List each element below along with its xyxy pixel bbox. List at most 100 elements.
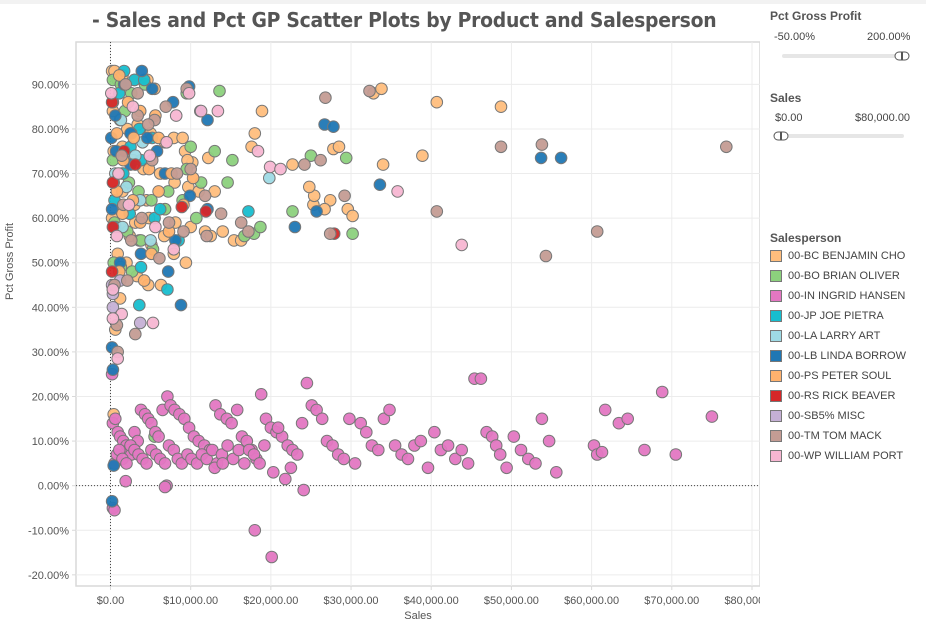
data-point[interactable] bbox=[105, 495, 119, 508]
data-point[interactable] bbox=[115, 149, 128, 162]
data-point[interactable] bbox=[534, 151, 548, 165]
sales-slider-track[interactable] bbox=[782, 134, 904, 138]
data-point[interactable] bbox=[274, 162, 287, 176]
data-point[interactable] bbox=[391, 185, 404, 198]
data-point[interactable] bbox=[221, 176, 234, 189]
data-point[interactable] bbox=[337, 452, 351, 466]
data-point[interactable] bbox=[201, 113, 214, 127]
data-point[interactable] bbox=[288, 220, 302, 234]
data-point[interactable] bbox=[106, 176, 120, 189]
data-point[interactable] bbox=[225, 416, 238, 430]
data-point[interactable] bbox=[323, 194, 337, 207]
data-point[interactable] bbox=[175, 200, 189, 214]
data-point[interactable] bbox=[140, 457, 153, 470]
data-point[interactable] bbox=[474, 372, 488, 386]
data-point[interactable] bbox=[176, 131, 189, 145]
data-point[interactable] bbox=[314, 153, 327, 167]
pct-gp-slider-track[interactable] bbox=[782, 54, 904, 58]
data-point[interactable] bbox=[554, 151, 568, 165]
legend-item-wp[interactable]: 00-WP WILLIAM PORT bbox=[770, 448, 903, 464]
data-point[interactable] bbox=[346, 209, 359, 223]
data-point[interactable] bbox=[279, 472, 292, 486]
data-point[interactable] bbox=[346, 227, 359, 240]
data-point[interactable] bbox=[111, 352, 124, 365]
data-point[interactable] bbox=[550, 466, 563, 479]
data-point[interactable] bbox=[284, 461, 298, 475]
data-point[interactable] bbox=[297, 483, 311, 497]
data-point[interactable] bbox=[169, 109, 183, 122]
data-point[interactable] bbox=[153, 251, 166, 265]
sales-slider-handle-icon[interactable] bbox=[773, 131, 789, 141]
data-point[interactable] bbox=[251, 144, 265, 158]
data-point[interactable] bbox=[254, 388, 268, 401]
data-point[interactable] bbox=[120, 457, 133, 470]
data-point[interactable] bbox=[199, 205, 213, 218]
data-point[interactable] bbox=[401, 452, 415, 466]
data-point[interactable] bbox=[354, 416, 368, 430]
data-point[interactable] bbox=[105, 265, 119, 278]
data-point[interactable] bbox=[271, 421, 285, 435]
data-point[interactable] bbox=[327, 120, 340, 133]
data-point[interactable] bbox=[705, 410, 719, 423]
data-point[interactable] bbox=[105, 202, 119, 216]
data-point[interactable] bbox=[326, 439, 339, 452]
data-point[interactable] bbox=[372, 443, 385, 457]
data-point[interactable] bbox=[119, 78, 132, 91]
legend-item-bo[interactable]: 00-BO BRIAN OLIVER bbox=[770, 268, 900, 284]
data-point[interactable] bbox=[109, 109, 122, 122]
data-point[interactable] bbox=[106, 363, 120, 377]
data-point[interactable] bbox=[254, 220, 267, 234]
data-point[interactable] bbox=[535, 412, 549, 426]
data-point[interactable] bbox=[112, 167, 125, 180]
data-point[interactable] bbox=[383, 403, 396, 417]
data-point[interactable] bbox=[360, 425, 373, 439]
legend-item-la[interactable]: 00-LA LARRY ART bbox=[770, 328, 880, 344]
data-point[interactable] bbox=[133, 316, 147, 330]
data-point[interactable] bbox=[238, 457, 251, 470]
data-point[interactable] bbox=[590, 225, 604, 238]
data-point[interactable] bbox=[143, 149, 157, 162]
data-point[interactable] bbox=[253, 457, 266, 470]
data-point[interactable] bbox=[158, 457, 172, 470]
data-point[interactable] bbox=[300, 376, 314, 390]
data-point[interactable] bbox=[232, 443, 246, 457]
data-point[interactable] bbox=[146, 316, 160, 330]
data-point[interactable] bbox=[286, 158, 299, 171]
data-point[interactable] bbox=[315, 412, 329, 426]
data-point[interactable] bbox=[441, 439, 455, 452]
data-point[interactable] bbox=[343, 412, 356, 426]
data-point[interactable] bbox=[265, 550, 279, 564]
data-point[interactable] bbox=[298, 158, 311, 171]
data-point[interactable] bbox=[595, 445, 609, 459]
data-point[interactable] bbox=[131, 87, 144, 100]
data-point[interactable] bbox=[363, 84, 376, 98]
data-point[interactable] bbox=[598, 403, 612, 417]
data-point[interactable] bbox=[113, 69, 126, 82]
data-point[interactable] bbox=[179, 256, 193, 270]
data-point[interactable] bbox=[198, 189, 212, 203]
data-point[interactable] bbox=[106, 312, 120, 325]
data-point[interactable] bbox=[455, 443, 469, 457]
data-point[interactable] bbox=[449, 452, 462, 466]
data-point[interactable] bbox=[638, 443, 651, 457]
data-point[interactable] bbox=[184, 162, 197, 176]
data-point[interactable] bbox=[106, 283, 120, 296]
data-point[interactable] bbox=[183, 189, 197, 203]
data-point[interactable] bbox=[135, 211, 149, 225]
data-point[interactable] bbox=[507, 430, 521, 443]
data-point[interactable] bbox=[109, 412, 122, 426]
data-point[interactable] bbox=[535, 138, 549, 151]
data-point[interactable] bbox=[129, 327, 142, 341]
data-point[interactable] bbox=[177, 225, 190, 238]
data-point[interactable] bbox=[125, 234, 138, 247]
legend-item-bc[interactable]: 00-BC BENJAMIN CHO bbox=[770, 248, 905, 264]
data-point[interactable] bbox=[221, 439, 234, 452]
data-point[interactable] bbox=[539, 249, 553, 263]
data-point[interactable] bbox=[430, 95, 444, 109]
data-point[interactable] bbox=[208, 144, 221, 158]
data-point[interactable] bbox=[200, 229, 213, 243]
data-point[interactable] bbox=[126, 100, 140, 113]
data-point[interactable] bbox=[493, 448, 507, 461]
data-point[interactable] bbox=[214, 207, 228, 220]
data-point[interactable] bbox=[121, 274, 134, 287]
